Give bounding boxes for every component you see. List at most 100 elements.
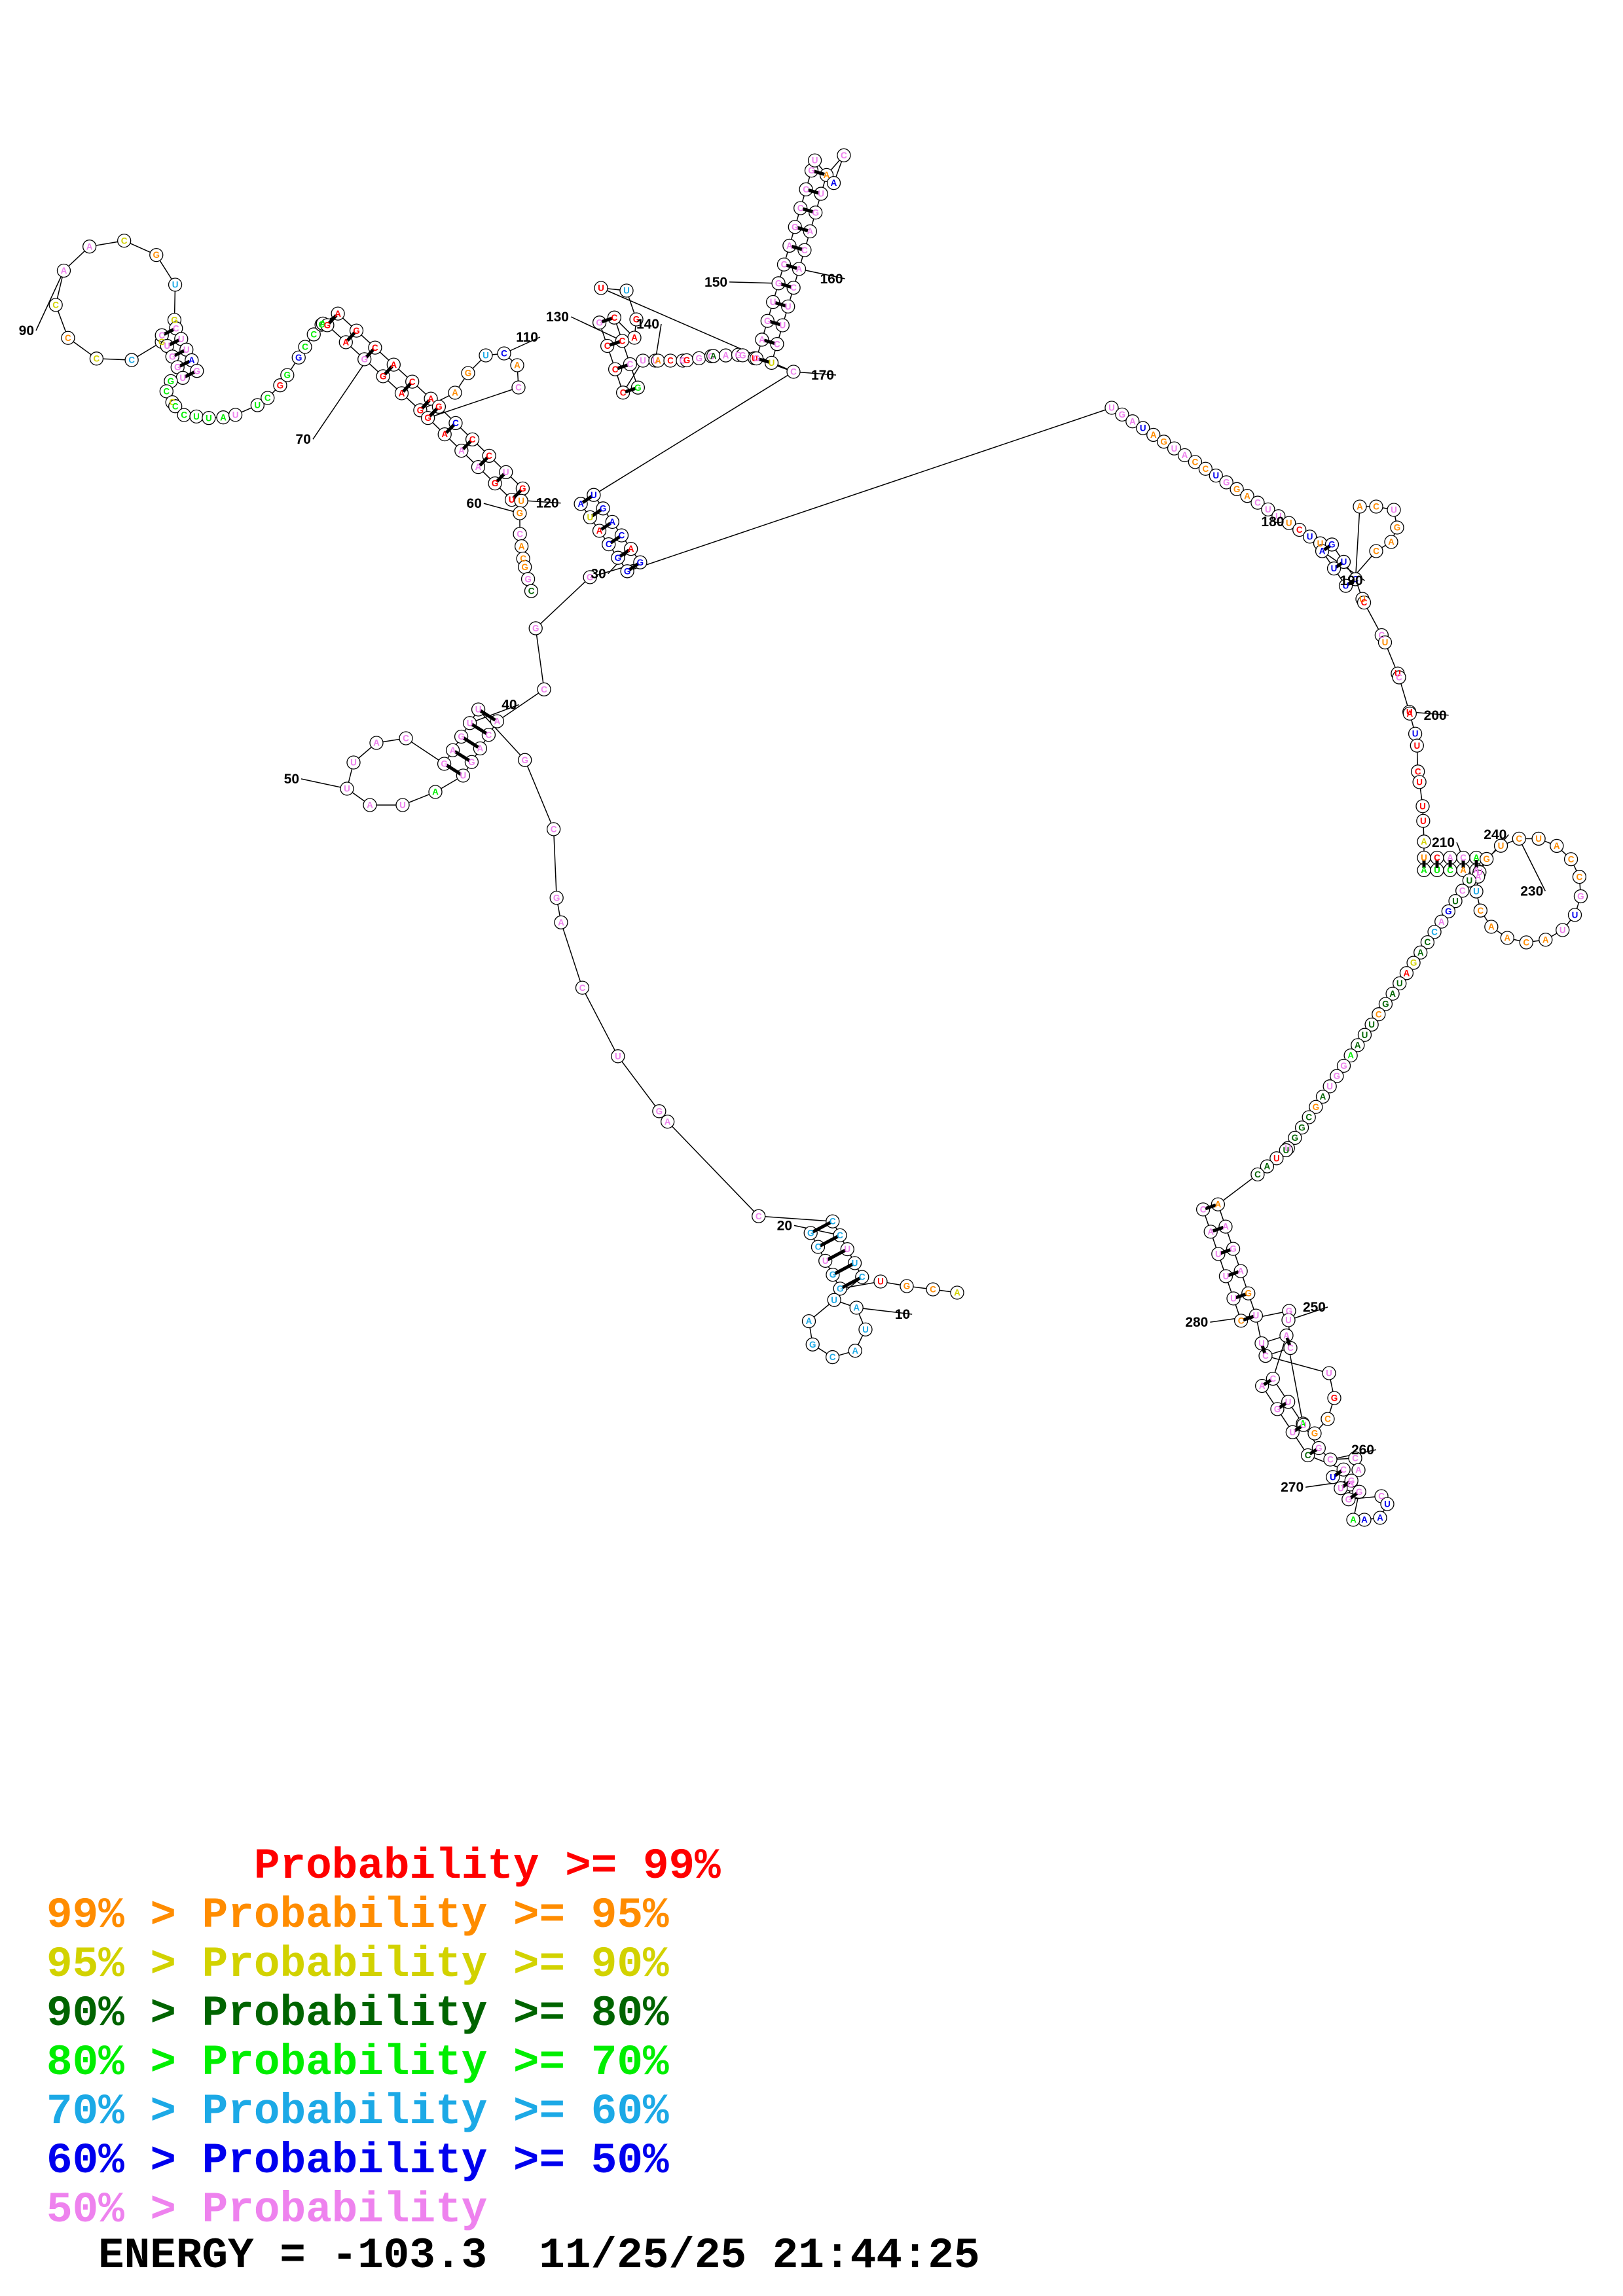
svg-text:A: A	[628, 544, 634, 554]
svg-text:G: G	[1340, 1061, 1347, 1071]
svg-text:C: C	[667, 356, 674, 366]
svg-text:C: C	[797, 204, 804, 213]
svg-text:C: C	[1262, 1351, 1269, 1361]
svg-text:G: G	[615, 553, 622, 563]
svg-text:U: U	[1289, 1427, 1296, 1437]
svg-text:A: A	[655, 356, 661, 366]
svg-text:C: C	[486, 451, 492, 461]
svg-text:70: 70	[296, 432, 311, 447]
svg-text:U: U	[1466, 876, 1472, 886]
svg-text:A: A	[1357, 502, 1363, 512]
svg-text:C: C	[1202, 464, 1209, 474]
svg-text:110: 110	[516, 330, 538, 345]
svg-text:A: A	[1554, 841, 1560, 851]
svg-text:A: A	[1350, 1515, 1357, 1525]
svg-text:G: G	[753, 353, 760, 363]
svg-text:A: A	[1421, 836, 1427, 846]
svg-text:U: U	[1326, 1369, 1332, 1378]
svg-text:U: U	[503, 467, 509, 477]
svg-text:180: 180	[1261, 514, 1284, 529]
svg-text:U: U	[1382, 637, 1389, 647]
svg-text:G: G	[277, 380, 284, 390]
svg-text:G: G	[468, 757, 475, 767]
svg-text:G: G	[624, 566, 631, 576]
svg-text:C: C	[1305, 1113, 1312, 1122]
svg-text:U: U	[1391, 505, 1397, 515]
svg-text:A: A	[665, 1117, 671, 1126]
svg-text:C: C	[452, 418, 459, 428]
svg-text:G: G	[1245, 1289, 1252, 1299]
svg-text:G: G	[1394, 523, 1401, 533]
svg-text:C: C	[1396, 673, 1402, 683]
svg-text:A: A	[1389, 989, 1396, 999]
svg-text:A: A	[1214, 1200, 1221, 1210]
svg-text:G: G	[441, 759, 448, 769]
svg-text:A: A	[1488, 922, 1495, 932]
svg-text:U: U	[1223, 1271, 1230, 1281]
svg-text:C: C	[1269, 1374, 1276, 1384]
svg-text:U: U	[1140, 423, 1146, 433]
svg-text:170: 170	[811, 368, 834, 383]
svg-text:C: C	[790, 283, 797, 293]
svg-text:G: G	[519, 484, 526, 493]
svg-text:A: A	[831, 178, 837, 188]
svg-text:30: 30	[591, 567, 606, 582]
svg-text:A: A	[631, 333, 638, 343]
svg-text:A: A	[710, 351, 717, 361]
svg-text:U: U	[623, 286, 630, 296]
svg-text:A: A	[1129, 416, 1136, 426]
svg-text:C: C	[302, 342, 308, 352]
svg-text:C: C	[1460, 853, 1467, 863]
svg-text:U: U	[615, 1051, 621, 1061]
svg-text:G: G	[532, 624, 539, 634]
svg-text:260: 260	[1351, 1443, 1374, 1458]
svg-text:U: U	[1396, 978, 1403, 988]
svg-text:C: C	[1361, 598, 1368, 607]
svg-text:U: U	[206, 413, 212, 423]
svg-text:G: G	[830, 1270, 837, 1280]
svg-text:U: U	[1416, 778, 1423, 787]
svg-text:270: 270	[1281, 1480, 1304, 1495]
svg-text:G: G	[492, 478, 499, 488]
svg-text:C: C	[579, 983, 586, 993]
svg-text:A: A	[1222, 1222, 1229, 1232]
svg-text:A: A	[335, 309, 341, 319]
svg-text:C: C	[1434, 853, 1440, 863]
svg-text:U: U	[1473, 887, 1480, 897]
svg-text:G: G	[837, 1283, 844, 1293]
svg-text:A: A	[807, 226, 813, 236]
svg-text:C: C	[611, 313, 617, 323]
svg-text:A: A	[1473, 853, 1480, 863]
svg-text:A: A	[450, 745, 456, 755]
svg-text:G: G	[1286, 1306, 1293, 1316]
svg-text:C: C	[830, 1217, 836, 1227]
svg-text:U: U	[1326, 1081, 1333, 1091]
svg-text:A: A	[1182, 450, 1188, 460]
svg-text:C: C	[181, 410, 187, 420]
svg-text:U: U	[770, 297, 776, 307]
svg-text:G: G	[380, 371, 387, 381]
svg-text:A: A	[759, 335, 765, 345]
svg-text:C: C	[803, 185, 809, 194]
svg-text:A: A	[189, 355, 195, 365]
svg-text:G: G	[1356, 1487, 1363, 1497]
svg-text:C: C	[1431, 927, 1438, 937]
svg-text:U: U	[587, 512, 593, 522]
svg-text:G: G	[775, 278, 782, 288]
svg-text:G: G	[458, 732, 465, 742]
svg-text:G: G	[517, 509, 524, 518]
svg-text:G: G	[153, 250, 160, 260]
svg-text:A: A	[367, 800, 373, 810]
svg-text:C: C	[65, 333, 71, 343]
svg-text:U: U	[1413, 741, 1420, 751]
svg-text:G: G	[812, 207, 819, 217]
svg-text:U: U	[1421, 853, 1427, 863]
svg-text:A: A	[1421, 865, 1427, 875]
svg-text:G: G	[1483, 854, 1490, 864]
svg-text:G: G	[324, 320, 331, 330]
svg-text:A: A	[477, 744, 484, 753]
svg-text:U: U	[399, 800, 406, 810]
svg-text:A: A	[390, 360, 397, 370]
svg-text:U: U	[1559, 925, 1566, 935]
svg-text:U: U	[818, 189, 824, 199]
